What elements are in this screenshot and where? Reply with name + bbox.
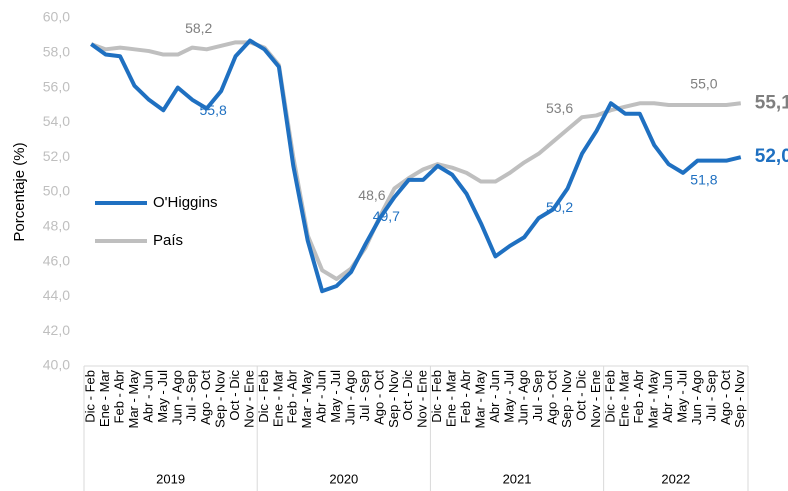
x-tick-label: Ene - Mar	[97, 369, 112, 427]
x-tick-label: Jun - Ago	[342, 370, 357, 425]
x-tick-label: Nov - Ene	[588, 370, 603, 428]
x-tick-label: Feb - Abr	[458, 369, 473, 423]
x-tick-label: Sep - Nov	[213, 370, 228, 428]
x-tick-label: Nov - Ene	[241, 370, 256, 428]
x-tick-label: Ago - Oct	[545, 370, 560, 425]
end-label: 52,0	[755, 146, 788, 167]
y-tick-label: 48,0	[43, 218, 70, 234]
x-tick-label: Jul - Sep	[530, 370, 545, 421]
data-label: 53,6	[546, 100, 573, 116]
x-tick-label: Oct - Dic	[573, 370, 588, 421]
series-line	[90, 40, 742, 281]
x-tick-label: Feb - Abr	[112, 369, 127, 423]
group-label: 2021	[503, 471, 532, 486]
y-tick-label: 44,0	[43, 287, 70, 303]
x-tick-label: Jul - Sep	[184, 370, 199, 421]
y-tick-label: 56,0	[43, 78, 70, 94]
x-tick-label: Ago - Oct	[198, 370, 213, 425]
end-label: 55,1	[755, 92, 788, 113]
data-label: 55,8	[200, 102, 227, 118]
x-tick-label: Oct - Dic	[227, 370, 242, 421]
x-tick-label: Jul - Sep	[357, 370, 372, 421]
x-tick-label: Jun - Ago	[689, 370, 704, 425]
x-tick-label: May - Jul	[155, 370, 170, 423]
x-tick-label: Oct - Dic	[400, 370, 415, 421]
y-tick-label: 54,0	[43, 113, 70, 129]
x-tick-label: May - Jul	[501, 370, 516, 423]
x-tick-label: Mar - May	[299, 370, 314, 429]
x-tick-label: Mar - May	[472, 370, 487, 429]
x-tick-label: Sep - Nov	[732, 370, 747, 428]
y-axis-label: Porcentaje (%)	[11, 142, 28, 241]
x-tick-label: Mar - May	[126, 370, 141, 429]
x-tick-label: Ene - Mar	[444, 369, 459, 427]
x-tick-label: Mar - May	[646, 370, 661, 429]
data-label: 55,0	[690, 76, 717, 92]
x-tick-label: Ago - Oct	[718, 370, 733, 425]
data-label: 49,7	[373, 208, 400, 224]
x-tick-label: Jun - Ago	[169, 370, 184, 425]
x-tick-label: Abr - Jun	[140, 370, 155, 423]
x-tick-label: Abr - Jun	[314, 370, 329, 423]
data-label: 51,8	[690, 171, 717, 187]
y-tick-label: 42,0	[43, 322, 70, 338]
x-tick-label: Ene - Mar	[617, 369, 632, 427]
series-line	[90, 38, 742, 294]
y-tick-label: 46,0	[43, 252, 70, 268]
x-tick-label: Dic - Feb	[83, 370, 98, 423]
data-label: 50,2	[546, 199, 573, 215]
x-tick-label: Jun - Ago	[516, 370, 531, 425]
x-tick-label: Nov - Ene	[415, 370, 430, 428]
legend-label: País	[153, 232, 183, 249]
x-tick-label: Dic - Feb	[256, 370, 271, 423]
x-tick-label: Abr - Jun	[487, 370, 502, 423]
x-tick-label: Feb - Abr	[285, 369, 300, 423]
group-label: 2019	[156, 471, 185, 486]
x-tick-label: May - Jul	[328, 370, 343, 423]
y-tick-label: 58,0	[43, 44, 70, 60]
data-label: 58,2	[185, 20, 212, 36]
group-label: 2022	[661, 471, 690, 486]
x-tick-label: Feb - Abr	[631, 369, 646, 423]
x-tick-label: Dic - Feb	[602, 370, 617, 423]
legend-label: O'Higgins	[153, 194, 218, 211]
data-label: 48,6	[358, 187, 385, 203]
x-tick-label: Sep - Nov	[386, 370, 401, 428]
x-tick-label: May - Jul	[674, 370, 689, 423]
y-tick-label: 60,0	[43, 9, 70, 25]
group-label: 2020	[329, 471, 358, 486]
x-tick-label: Jul - Sep	[703, 370, 718, 421]
x-tick-label: Ene - Mar	[270, 369, 285, 427]
x-tick-label: Abr - Jun	[660, 370, 675, 423]
y-tick-label: 50,0	[43, 183, 70, 199]
y-tick-label: 40,0	[43, 357, 70, 373]
y-tick-label: 52,0	[43, 148, 70, 164]
x-tick-label: Ago - Oct	[371, 370, 386, 425]
x-tick-label: Dic - Feb	[429, 370, 444, 423]
x-tick-label: Sep - Nov	[559, 370, 574, 428]
